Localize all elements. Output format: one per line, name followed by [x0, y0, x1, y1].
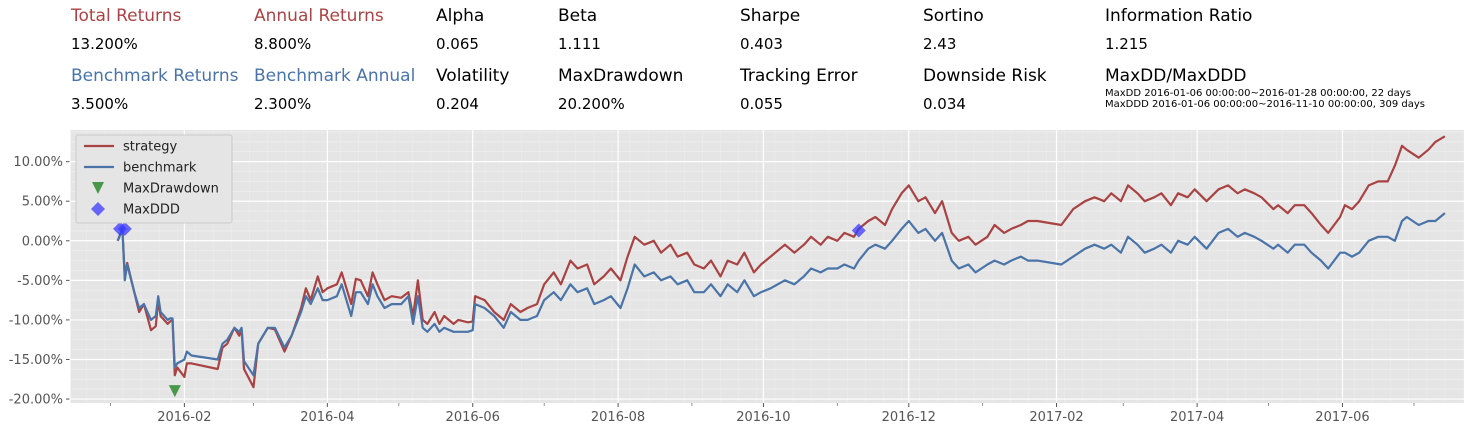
legend-label-strategy: strategy: [123, 140, 178, 155]
maxddd-marker: [851, 223, 866, 238]
metric-label-total-returns: Total Returns: [71, 6, 182, 26]
metric-value-benchmark-returns: 3.500%: [71, 95, 129, 113]
maxddd-marker: [117, 221, 132, 236]
y-tick-label: 10.00%: [13, 155, 63, 170]
maxdrawdown-marker: [168, 385, 181, 398]
x-tick-label: 2017-02: [1029, 410, 1083, 425]
maxdd-note: MaxDD 2016-01-06 00:00:00~2016-01-28 00:…: [1105, 88, 1411, 99]
x-tick-label: 2017-04: [1170, 410, 1224, 425]
y-tick-label: 5.00%: [22, 195, 63, 210]
series-line-benchmark: [116, 212, 1446, 377]
y-tick-label: 0.00%: [22, 234, 63, 249]
metric-label-information-ratio: Information Ratio: [1105, 6, 1253, 26]
metric-label-alpha: Alpha: [436, 6, 485, 26]
metric-label-maxdrawdown: MaxDrawdown: [558, 66, 684, 86]
maxddd-note: MaxDDD 2016-01-06 00:00:00~2016-11-10 00…: [1105, 99, 1425, 110]
legend-label-benchmark: benchmark: [123, 161, 197, 176]
metric-label-benchmark-returns: Benchmark Returns: [71, 66, 239, 86]
y-tick-label: -20.00%: [9, 393, 63, 408]
metric-value-maxdrawdown: 20.200%: [558, 95, 625, 113]
x-tick-label: 2016-02: [157, 410, 211, 425]
metric-label-sortino: Sortino: [923, 6, 984, 26]
legend-label-maxddd: MaxDDD: [123, 203, 180, 218]
x-tick-label: 2017-06: [1315, 410, 1369, 425]
legend-maxdrawdown-swatch: [92, 182, 104, 194]
metric-label-annual-returns: Annual Returns: [254, 6, 384, 26]
metric-value-sortino: 2.43: [923, 35, 957, 53]
metric-label-tracking-error: Tracking Error: [740, 66, 858, 86]
metric-value-beta: 1.111: [558, 35, 601, 53]
legend-label-maxdrawdown: MaxDrawdown: [123, 182, 219, 197]
metric-value-sharpe: 0.403: [740, 35, 783, 53]
x-tick-label: 2016-12: [882, 410, 936, 425]
y-tick-label: -5.00%: [17, 274, 63, 289]
metric-value-downside-risk: 0.034: [923, 95, 966, 113]
metric-value-tracking-error: 0.055: [740, 95, 783, 113]
metric-label-maxdd-maxddd: MaxDD/MaxDDD: [1105, 66, 1247, 86]
metric-label-downside-risk: Downside Risk: [923, 66, 1047, 86]
legend-maxddd-swatch: [91, 202, 105, 216]
metric-label-sharpe: Sharpe: [740, 6, 801, 26]
metric-value-annual-returns: 8.800%: [254, 35, 312, 53]
y-tick-label: -15.00%: [9, 353, 63, 368]
metric-label-benchmark-annual: Benchmark Annual: [254, 66, 416, 86]
metric-label-volatility: Volatility: [436, 66, 510, 86]
legend-box: [75, 134, 233, 224]
x-tick-label: 2016-04: [300, 410, 354, 425]
x-tick-label: 2016-06: [446, 410, 500, 425]
metric-value-total-returns: 13.200%: [71, 35, 138, 53]
metric-label-beta: Beta: [558, 6, 598, 26]
metric-value-alpha: 0.065: [436, 35, 479, 53]
metric-value-benchmark-annual: 2.300%: [254, 95, 312, 113]
x-tick-label: 2016-08: [591, 410, 645, 425]
x-tick-label: 2016-10: [736, 410, 790, 425]
metric-value-volatility: 0.204: [436, 95, 479, 113]
metric-value-information-ratio: 1.215: [1105, 35, 1148, 53]
y-tick-label: -10.00%: [9, 313, 63, 328]
plot-area: [70, 130, 1464, 403]
